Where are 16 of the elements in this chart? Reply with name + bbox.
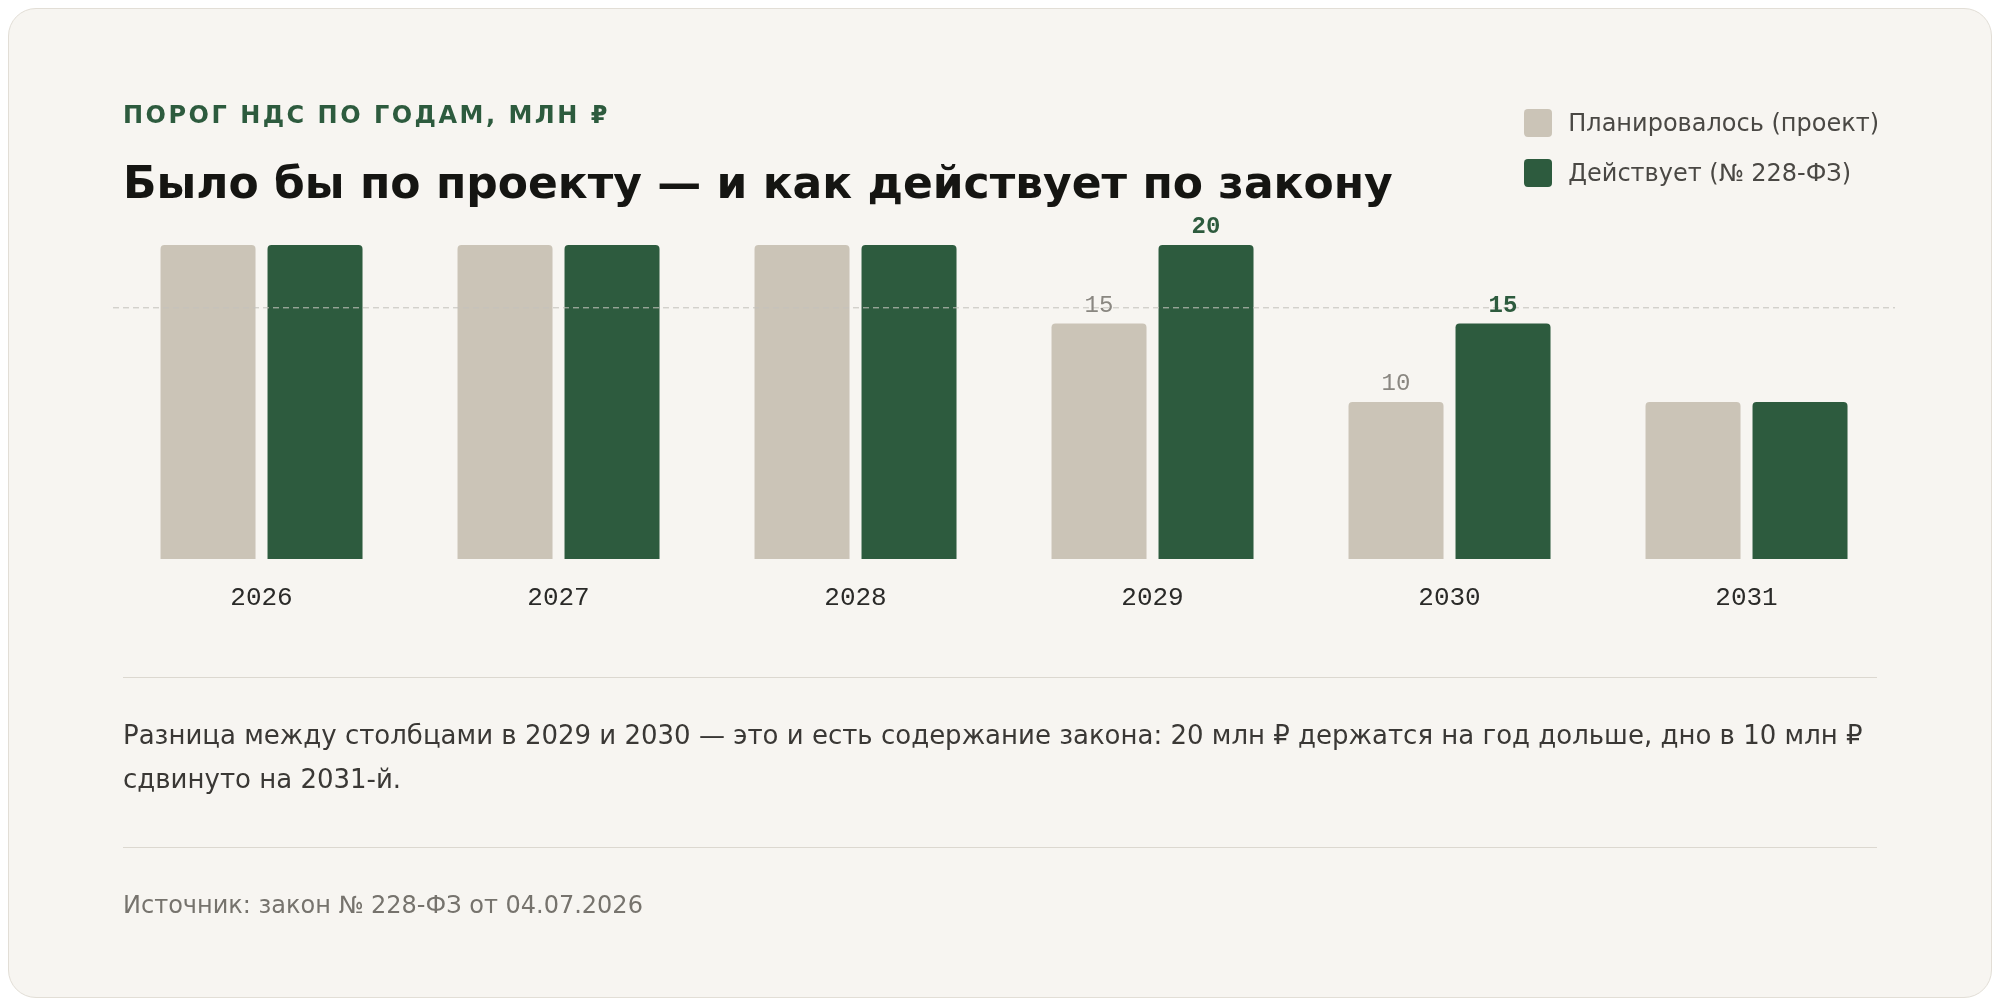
- legend-label: Действует (№ 228-ФЗ): [1568, 159, 1852, 187]
- data-label: 10: [1381, 370, 1411, 397]
- data-label: 15: [1084, 291, 1114, 319]
- data-label: 15: [1488, 291, 1518, 319]
- x-tick-label: 2028: [824, 583, 887, 614]
- text: Разница между столбцами в 2029 и 2030 — это и есть содержание закона: 20 млн ₽ держатся на год дольше, дно в 10 млн ₽ сдвинуто на 2031-й.: [123, 719, 1864, 796]
- chart-subtitle: ПОРОГ НДС ПО ГОДАМ, МЛН ₽: [123, 101, 610, 129]
- x-tick-label: 2030: [1418, 583, 1481, 614]
- x-tick-label: 2031: [1715, 583, 1778, 614]
- text: Источник: закон № 228-ФЗ от 04.07.2026: [123, 891, 643, 919]
- data-label: 20: [1191, 213, 1221, 240]
- legend-label: Планировалось (проект): [1568, 109, 1879, 137]
- chart-title: Было бы по проекту — и как действует по закону: [123, 157, 1393, 208]
- x-tick-label: 2026: [230, 583, 293, 614]
- x-tick-label: 2029: [1121, 583, 1184, 614]
- x-tick-label: 2027: [527, 583, 590, 614]
